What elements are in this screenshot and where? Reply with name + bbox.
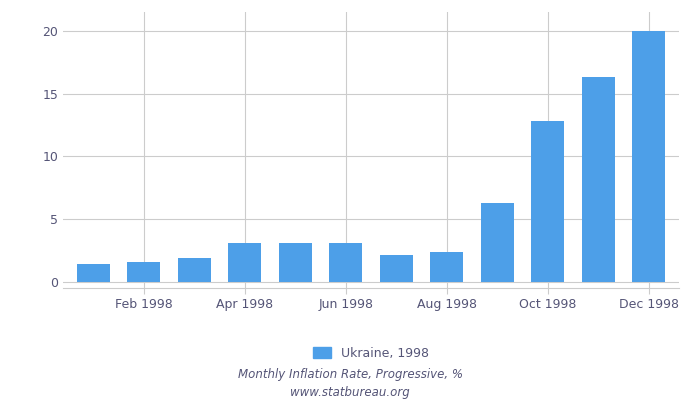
Bar [582, 77, 615, 282]
Bar [77, 264, 110, 282]
Legend: Ukraine, 1998: Ukraine, 1998 [307, 342, 435, 364]
Bar [632, 31, 665, 282]
Bar [430, 252, 463, 282]
Text: www.statbureau.org: www.statbureau.org [290, 386, 410, 399]
Bar [127, 262, 160, 282]
Bar [481, 203, 514, 282]
Bar [329, 243, 362, 282]
Bar [178, 258, 211, 282]
Bar [279, 243, 312, 282]
Bar [531, 121, 564, 282]
Bar [228, 243, 261, 282]
Text: Monthly Inflation Rate, Progressive, %: Monthly Inflation Rate, Progressive, % [237, 368, 463, 381]
Bar [380, 255, 413, 282]
